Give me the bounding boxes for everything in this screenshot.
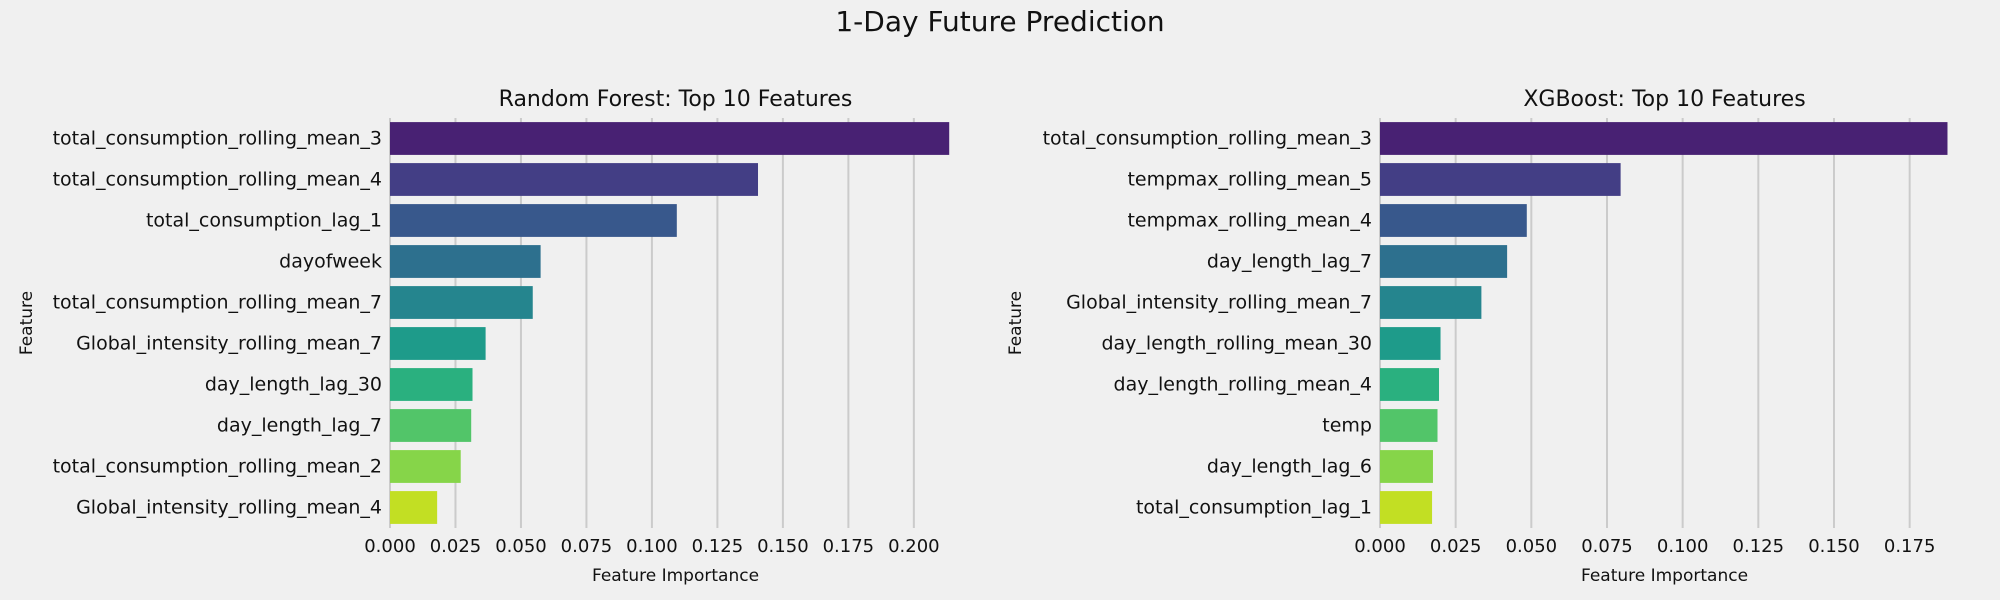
bar [390, 245, 541, 278]
bar [1380, 368, 1440, 401]
x-tick-label: 0.075 [561, 536, 613, 557]
y-axis-label: Feature [1006, 291, 1026, 355]
bar [390, 204, 677, 237]
category-label: total_consumption_lag_1 [1136, 497, 1372, 519]
category-label: total_consumption_lag_1 [146, 210, 382, 232]
bar [390, 286, 533, 319]
category-label: tempmax_rolling_mean_4 [1127, 210, 1372, 232]
bar [390, 491, 438, 524]
x-tick-label: 0.125 [692, 536, 744, 557]
bar [390, 368, 473, 401]
x-tick-label: 0.150 [1808, 536, 1860, 557]
x-tick-label: 0.150 [757, 536, 809, 557]
category-label: day_length_lag_30 [205, 374, 382, 396]
category-label: total_consumption_rolling_mean_3 [1043, 128, 1372, 150]
bar [1380, 204, 1527, 237]
category-label: Global_intensity_rolling_mean_7 [76, 333, 382, 355]
category-label: dayofweek [279, 251, 382, 273]
x-tick-label: 0.175 [1884, 536, 1936, 557]
category-label: day_length_rolling_mean_4 [1114, 374, 1372, 396]
bar [1380, 286, 1482, 319]
figure-title: 1-Day Future Prediction [835, 5, 1165, 38]
x-tick-label: 0.050 [495, 536, 547, 557]
x-axis-label: Feature Importance [1581, 566, 1748, 586]
bar [390, 122, 950, 155]
bar [1380, 122, 1948, 155]
category-label: total_consumption_rolling_mean_7 [53, 292, 382, 314]
x-tick-label: 0.025 [430, 536, 482, 557]
x-tick-label: 0.125 [1733, 536, 1785, 557]
x-tick-label: 0.175 [823, 536, 875, 557]
random-forest-chart: total_consumption_rolling_mean_3 total_co… [17, 87, 950, 586]
bar [390, 327, 486, 360]
bar [1380, 245, 1508, 278]
xgboost-chart: total_consumption_rolling_mean_3 tempmax_… [1006, 87, 1948, 586]
x-tick-label: 0.100 [626, 536, 678, 557]
x-tick-label: 0.100 [1657, 536, 1709, 557]
category-label: total_consumption_rolling_mean_3 [53, 128, 382, 150]
category-label: total_consumption_rolling_mean_4 [53, 169, 382, 191]
bar [1380, 491, 1433, 524]
bar [390, 163, 759, 196]
bar [1380, 409, 1438, 442]
x-tick-label: 0.025 [1430, 536, 1482, 557]
x-tick-label: 0.000 [1354, 536, 1406, 557]
category-label: Global_intensity_rolling_mean_4 [76, 497, 382, 519]
x-tick-label: 0.200 [888, 536, 940, 557]
category-label: day_length_lag_6 [1207, 456, 1372, 478]
bar [1380, 327, 1441, 360]
category-label: total_consumption_rolling_mean_2 [53, 456, 382, 478]
chart-title: XGBoost: Top 10 Features [1523, 87, 1805, 112]
bar [390, 450, 461, 483]
category-label: Global_intensity_rolling_mean_7 [1066, 292, 1372, 314]
bar [1380, 450, 1433, 483]
x-tick-label: 0.050 [1506, 536, 1558, 557]
chart-title: Random Forest: Top 10 Features [499, 87, 853, 112]
x-tick-label: 0.000 [364, 536, 416, 557]
category-label: day_length_lag_7 [1207, 251, 1372, 273]
category-label: tempmax_rolling_mean_5 [1127, 169, 1372, 191]
bar [1380, 163, 1621, 196]
x-axis-label: Feature Importance [592, 566, 759, 586]
x-tick-label: 0.075 [1581, 536, 1633, 557]
y-axis-label: Feature [17, 291, 37, 355]
category-label: day_length_rolling_mean_30 [1101, 333, 1372, 355]
bar [390, 409, 472, 442]
category-label: temp [1322, 415, 1372, 437]
category-label: day_length_lag_7 [217, 415, 382, 437]
